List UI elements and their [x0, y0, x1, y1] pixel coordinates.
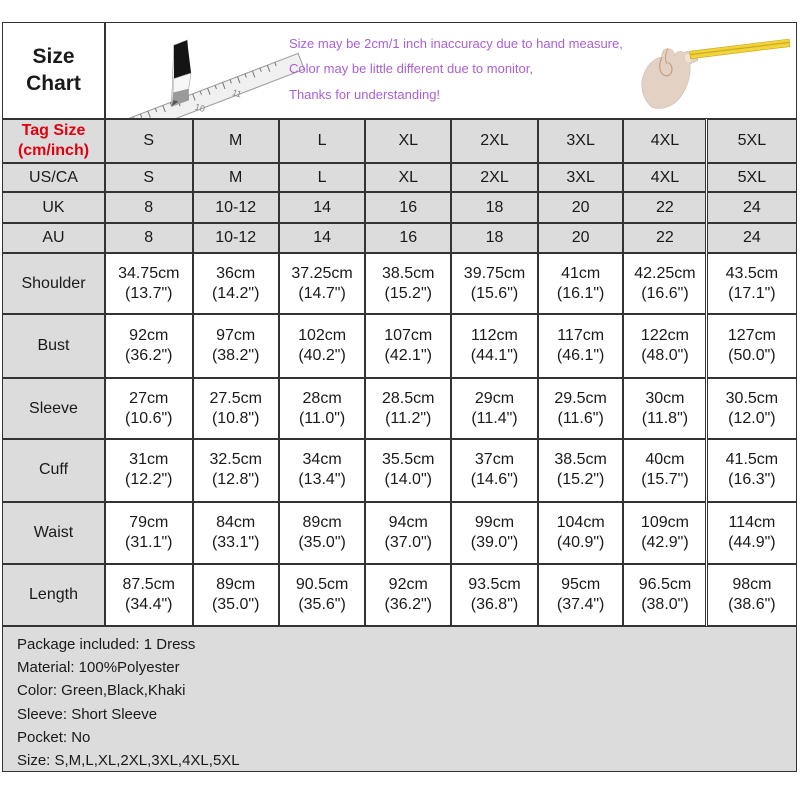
svg-text:11: 11 [231, 87, 243, 99]
svg-text:10: 10 [194, 102, 206, 114]
